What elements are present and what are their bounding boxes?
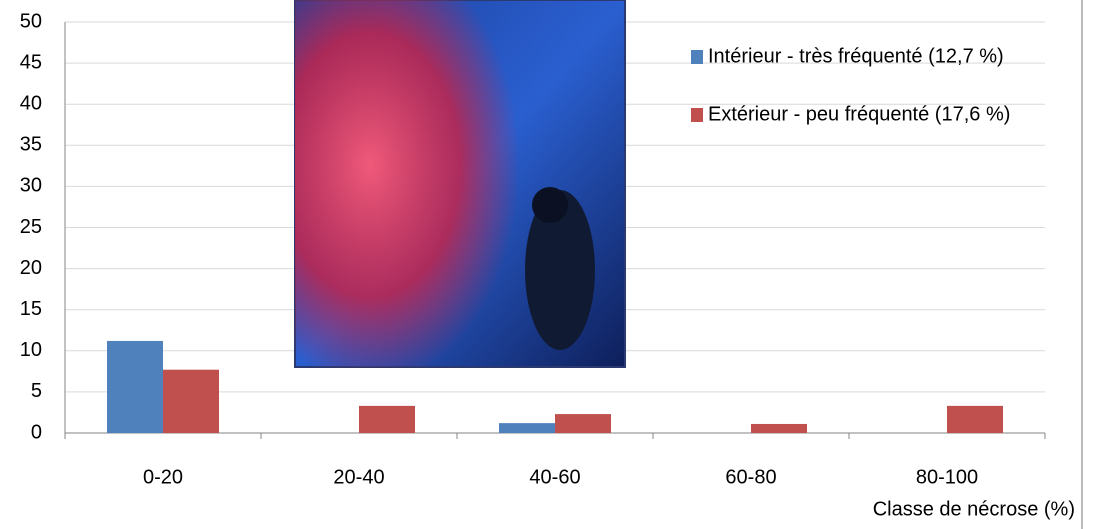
bar (163, 369, 219, 433)
x-tick-label: 60-80 (725, 466, 776, 488)
x-tick-label: 80-100 (916, 466, 978, 488)
x-tick-label: 0-20 (143, 466, 183, 488)
y-tick-label: 15 (20, 298, 42, 320)
bar (107, 340, 163, 433)
x-tick-label: 20-40 (333, 466, 384, 488)
x-tick-label: 40-60 (529, 466, 580, 488)
y-tick-label: 0 (31, 421, 42, 443)
y-tick-label: 10 (20, 339, 42, 361)
bar (499, 423, 555, 433)
y-tick-label: 40 (20, 92, 42, 114)
y-tick-label: 35 (20, 134, 42, 156)
x-axis-label: Classe de nécrose (%) (873, 498, 1075, 520)
bar (751, 423, 807, 433)
y-tick-label: 30 (20, 175, 42, 197)
bar (947, 405, 1003, 433)
legend-label: Extérieur - peu fréquenté (17,6 %) (708, 103, 1010, 125)
y-tick-label: 25 (20, 216, 42, 238)
y-tick-label: 5 (31, 380, 42, 402)
y-tick-label: 20 (20, 257, 42, 279)
bar (359, 405, 415, 433)
photo (294, 0, 626, 368)
legend-label: Intérieur - très fréquenté (12,7 %) (708, 45, 1004, 67)
legend-swatch (691, 108, 703, 122)
y-tick-label: 50 (20, 10, 42, 32)
bar (555, 414, 611, 433)
y-tick-label: 45 (20, 51, 42, 73)
legend-swatch (691, 50, 703, 64)
